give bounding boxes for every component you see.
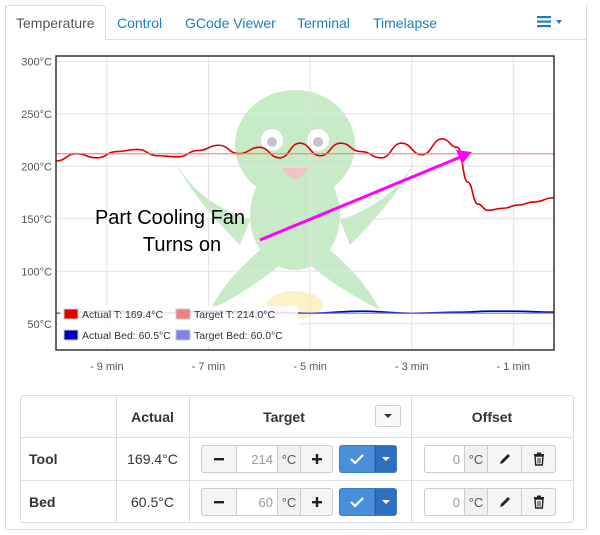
annotation-arrow [259, 150, 472, 242]
x-tick-label: - 5 min [293, 361, 327, 373]
y-tick-label: 250°C [21, 109, 52, 121]
target-preset-dropdown[interactable] [375, 405, 401, 427]
tab-menu-button[interactable] [537, 14, 567, 30]
tool-target-group: 214 °C [201, 445, 397, 473]
bed-increase-button[interactable] [301, 488, 333, 516]
tab-gcode-viewer[interactable]: GCode Viewer [185, 15, 276, 31]
tab-content-frame [5, 5, 587, 530]
temperature-table: Actual Target Offset Tool 169.4°C 214 °C [20, 395, 574, 523]
chart-legend: Actual T: 169.4°C Target T: 214.0°C Actu… [60, 306, 298, 346]
y-tick-label: 50°C [27, 319, 52, 331]
check-icon [350, 497, 364, 508]
series-line-actual-t [55, 138, 555, 212]
caret-down-icon [384, 414, 392, 418]
legend-item-target-bed: Target Bed: 60.0°C [175, 329, 283, 342]
tool-target-input[interactable]: 214 [237, 445, 277, 473]
tool-actual-temp: 169.4°C [127, 451, 178, 467]
tool-offset-unit: °C [464, 445, 488, 473]
bed-actual-temp: 60.5°C [131, 493, 174, 510]
row-name-tool: Tool [29, 451, 58, 467]
plus-icon [311, 497, 322, 507]
x-tick-label: - 7 min [192, 361, 226, 373]
tool-edit-offset-button[interactable] [488, 445, 522, 473]
bed-set-target-dropdown[interactable] [375, 488, 397, 516]
temperature-chart: 50°C 100°C 150°C 200°C 250°C 300°C - 9 min - 7 … [10, 50, 570, 380]
bed-target-group: 60 °C [201, 488, 397, 516]
hamburger-caret-icon [537, 16, 562, 28]
bed-offset-unit: °C [464, 488, 488, 516]
minus-icon [214, 458, 224, 461]
table-row: Bed 60.5°C 60 °C 0 °C [21, 480, 573, 522]
tool-offset-input[interactable]: 0 [424, 445, 464, 473]
bed-offset-group: 0 °C [424, 488, 556, 516]
caret-down-icon [382, 457, 390, 461]
x-tick-label: - 1 min [497, 361, 531, 373]
tab-timelapse[interactable]: Timelapse [373, 15, 438, 31]
y-tick-label: 150°C [21, 214, 52, 226]
tab-terminal[interactable]: Terminal [297, 15, 350, 31]
header-actual: Actual [131, 408, 174, 425]
y-tick-label: 300°C [21, 56, 52, 68]
tool-offset-group: 0 °C [424, 445, 556, 473]
tool-decrease-button[interactable] [201, 445, 237, 473]
legend-item-actual-t: Actual T: 169.4°C [63, 308, 163, 321]
bed-set-target-button[interactable] [339, 488, 375, 516]
tab-control[interactable]: Control [117, 15, 163, 31]
tool-target-unit: °C [277, 445, 301, 473]
plus-icon [311, 454, 322, 464]
bed-target-input[interactable]: 60 [237, 488, 277, 516]
bed-edit-offset-button[interactable] [488, 488, 522, 516]
y-tick-label: 100°C [21, 266, 52, 278]
bed-offset-input[interactable]: 0 [424, 488, 464, 516]
trash-icon [533, 452, 544, 466]
plot-area-border [55, 55, 555, 351]
minus-icon [214, 501, 224, 504]
header-offset: Offset [471, 408, 513, 425]
trash-icon [533, 495, 544, 509]
legend-label-actual-bed: Actual Bed: 60.5°C [82, 330, 171, 342]
check-icon [350, 454, 364, 465]
bed-target-unit: °C [277, 488, 301, 516]
legend-label-target-bed: Target Bed: 60.0°C [194, 330, 283, 342]
caret-down-icon [382, 500, 390, 504]
y-tick-label: 200°C [21, 161, 52, 173]
temperature-chart-svg: 50°C 100°C 150°C 200°C 250°C 300°C - 9 min - 7 … [21, 55, 555, 373]
tool-delete-offset-button[interactable] [522, 445, 556, 473]
legend-item-actual-bed: Actual Bed: 60.5°C [63, 329, 171, 342]
tab-bar: Temperature Control GCode Viewer Termina… [5, 0, 587, 41]
legend-label-target-t: Target T: 214.0°C [194, 309, 275, 321]
table-row: Tool 169.4°C 214 °C 0 °C [21, 437, 573, 480]
octoprint-watermark-icon [170, 90, 420, 319]
tool-set-target-button[interactable] [339, 445, 375, 473]
annotation-text-line2: Turns on [143, 234, 221, 256]
tab-temperature[interactable]: Temperature [5, 5, 106, 41]
pencil-icon [499, 454, 510, 464]
row-name-bed: Bed [29, 493, 56, 510]
legend-item-target-t: Target T: 214.0°C [175, 308, 275, 321]
legend-label-actual-t: Actual T: 169.4°C [82, 309, 163, 321]
table-header-row: Actual Target Offset [21, 396, 573, 437]
pencil-icon [499, 497, 510, 507]
annotation-text-line1: Part Cooling Fan [95, 207, 245, 229]
tool-set-target-dropdown[interactable] [375, 445, 397, 473]
header-target: Target [263, 408, 305, 425]
x-tick-label: - 3 min [395, 361, 429, 373]
bed-delete-offset-button[interactable] [522, 488, 556, 516]
tool-increase-button[interactable] [301, 445, 333, 473]
bed-decrease-button[interactable] [201, 488, 237, 516]
x-tick-label: - 9 min [90, 361, 124, 373]
